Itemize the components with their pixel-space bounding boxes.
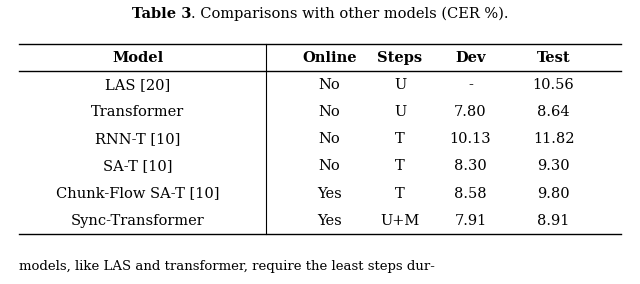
Text: LAS [20]: LAS [20] xyxy=(105,78,170,92)
Text: 9.30: 9.30 xyxy=(538,159,570,173)
Text: Online: Online xyxy=(302,51,357,65)
Text: 8.64: 8.64 xyxy=(538,105,570,119)
Text: 10.13: 10.13 xyxy=(449,132,492,146)
Text: 11.82: 11.82 xyxy=(533,132,574,146)
Text: Transformer: Transformer xyxy=(91,105,184,119)
Text: T: T xyxy=(395,132,405,146)
Text: Sync-Transformer: Sync-Transformer xyxy=(71,214,204,228)
Text: 8.30: 8.30 xyxy=(454,159,487,173)
Text: U: U xyxy=(394,105,406,119)
Text: RNN-T [10]: RNN-T [10] xyxy=(95,132,180,146)
Text: Yes: Yes xyxy=(317,187,342,201)
Text: 10.56: 10.56 xyxy=(532,78,575,92)
Text: Yes: Yes xyxy=(317,214,342,228)
Text: T: T xyxy=(395,187,405,201)
Text: U: U xyxy=(394,78,406,92)
Text: . Comparisons with other models (CER %).: . Comparisons with other models (CER %). xyxy=(191,7,508,22)
Text: 7.80: 7.80 xyxy=(454,105,486,119)
Text: No: No xyxy=(319,105,340,119)
Text: Dev: Dev xyxy=(455,51,486,65)
Text: 8.91: 8.91 xyxy=(538,214,570,228)
Text: Chunk-Flow SA-T [10]: Chunk-Flow SA-T [10] xyxy=(56,187,220,201)
Text: -: - xyxy=(468,78,473,92)
Text: No: No xyxy=(319,78,340,92)
Text: Steps: Steps xyxy=(378,51,422,65)
Text: Test: Test xyxy=(537,51,570,65)
Text: SA-T [10]: SA-T [10] xyxy=(103,159,172,173)
Text: models, like LAS and transformer, require the least steps dur-: models, like LAS and transformer, requir… xyxy=(19,260,435,273)
Text: U+M: U+M xyxy=(380,214,420,228)
Text: 9.80: 9.80 xyxy=(538,187,570,201)
Text: Table 3: Table 3 xyxy=(132,7,191,21)
Text: No: No xyxy=(319,132,340,146)
Text: 8.58: 8.58 xyxy=(454,187,486,201)
Text: T: T xyxy=(395,159,405,173)
Text: Model: Model xyxy=(112,51,163,65)
Text: No: No xyxy=(319,159,340,173)
Text: 7.91: 7.91 xyxy=(454,214,486,228)
